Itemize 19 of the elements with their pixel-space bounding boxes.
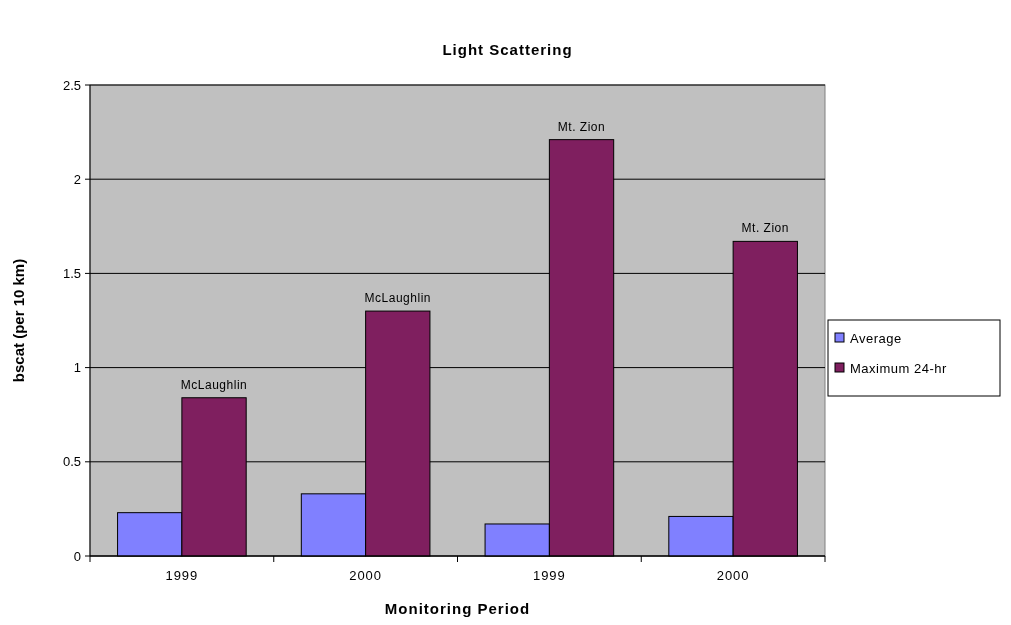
x-tick-label: 2000: [349, 568, 383, 583]
annotation: Mt. Zion: [741, 221, 789, 236]
y-tick-label: 2.5: [62, 77, 81, 93]
y-tick-label: 1: [73, 360, 81, 376]
y-tick-label: 2: [73, 171, 81, 187]
x-tick-label: 1999: [165, 568, 199, 583]
annotation: McLaughlin: [180, 377, 248, 392]
x-tick-label: 1999: [532, 568, 566, 583]
legend-label: Maximum 24-hr: [850, 360, 947, 376]
annotation: Mt. Zion: [557, 119, 606, 134]
x-tick-label: 2000: [716, 568, 750, 583]
y-axis-title: bscat (per 10 km): [10, 258, 27, 383]
x-axis-title: Monitoring Period: [384, 600, 531, 617]
y-tick-label: 0: [73, 548, 81, 564]
y-tick-label: 0.5: [62, 454, 81, 470]
annotation: McLaughlin: [364, 291, 431, 306]
y-tick-label: 1.5: [62, 265, 81, 281]
chart-title: Light Scattering: [442, 41, 573, 58]
legend-label: Average: [850, 330, 902, 346]
